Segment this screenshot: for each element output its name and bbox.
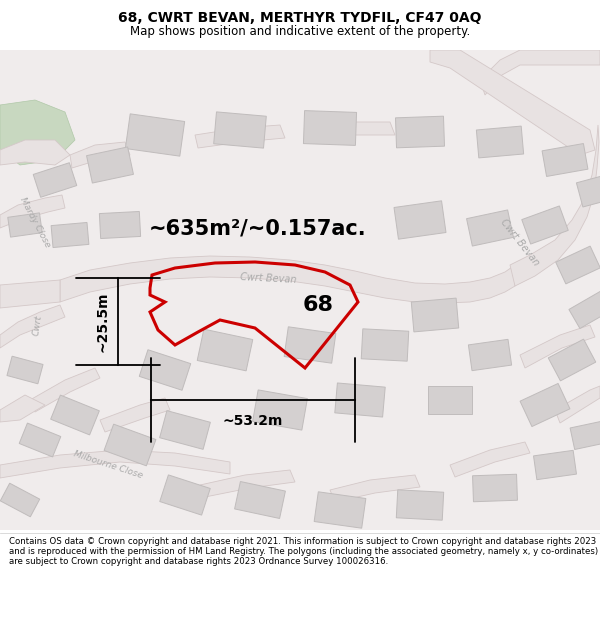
Polygon shape — [60, 256, 515, 303]
Text: Cwrt Bevan: Cwrt Bevan — [239, 271, 296, 284]
Bar — [253, 390, 307, 430]
Bar — [428, 386, 472, 414]
Bar — [395, 116, 445, 148]
Bar — [19, 423, 61, 457]
Text: Cwrt Bevan: Cwrt Bevan — [499, 217, 541, 268]
Bar — [411, 298, 459, 332]
Bar — [476, 126, 524, 158]
Polygon shape — [555, 386, 600, 423]
Bar — [235, 481, 286, 519]
Bar — [314, 492, 366, 528]
Polygon shape — [480, 50, 600, 95]
Bar — [569, 291, 600, 329]
Bar — [361, 329, 409, 361]
Text: Milbourne Close: Milbourne Close — [73, 449, 143, 481]
Bar — [548, 339, 596, 381]
Text: 68, CWRT BEVAN, MERTHYR TYDFIL, CF47 0AQ: 68, CWRT BEVAN, MERTHYR TYDFIL, CF47 0AQ — [118, 11, 482, 25]
Polygon shape — [200, 470, 295, 497]
Bar — [284, 327, 336, 363]
Text: ~25.5m: ~25.5m — [96, 291, 110, 352]
Bar — [473, 474, 517, 502]
Polygon shape — [0, 100, 75, 165]
Bar — [160, 475, 210, 515]
Polygon shape — [30, 368, 100, 412]
Bar — [467, 210, 514, 246]
Bar — [100, 211, 140, 239]
Polygon shape — [0, 450, 230, 478]
Text: ~53.2m: ~53.2m — [223, 414, 283, 428]
Text: ~635m²/~0.157ac.: ~635m²/~0.157ac. — [149, 218, 367, 238]
Polygon shape — [70, 142, 130, 168]
Bar — [577, 173, 600, 207]
Text: Cwrt: Cwrt — [32, 314, 44, 336]
Polygon shape — [310, 122, 395, 141]
Bar — [469, 339, 512, 371]
Bar — [7, 356, 43, 384]
Polygon shape — [0, 305, 65, 348]
Polygon shape — [0, 395, 45, 422]
Bar — [50, 395, 100, 435]
Text: Contains OS data © Crown copyright and database right 2021. This information is : Contains OS data © Crown copyright and d… — [9, 537, 598, 566]
Bar — [304, 111, 356, 146]
Polygon shape — [0, 140, 70, 165]
Bar — [542, 144, 588, 176]
Bar — [139, 350, 191, 390]
Polygon shape — [195, 125, 285, 148]
Bar — [86, 147, 133, 183]
Bar — [556, 246, 600, 284]
Bar — [214, 112, 266, 148]
Polygon shape — [430, 50, 595, 155]
Bar — [51, 222, 89, 248]
Polygon shape — [330, 475, 420, 502]
Polygon shape — [510, 125, 599, 286]
Polygon shape — [450, 442, 530, 477]
Text: Map shows position and indicative extent of the property.: Map shows position and indicative extent… — [130, 24, 470, 38]
Polygon shape — [0, 195, 65, 228]
Bar — [570, 421, 600, 449]
Bar — [197, 329, 253, 371]
Bar — [394, 201, 446, 239]
Bar — [522, 206, 568, 244]
Bar — [335, 383, 385, 417]
Bar — [533, 451, 577, 479]
Bar — [0, 483, 40, 517]
Bar — [104, 424, 156, 466]
Bar — [396, 490, 444, 520]
Bar — [520, 383, 570, 427]
Bar — [160, 411, 211, 449]
Text: Mardy Close: Mardy Close — [18, 196, 52, 249]
Polygon shape — [0, 280, 60, 308]
Text: 68: 68 — [302, 295, 334, 315]
Bar — [125, 114, 185, 156]
Polygon shape — [100, 398, 170, 432]
Bar — [8, 213, 42, 237]
Bar — [33, 162, 77, 198]
Polygon shape — [520, 325, 595, 368]
